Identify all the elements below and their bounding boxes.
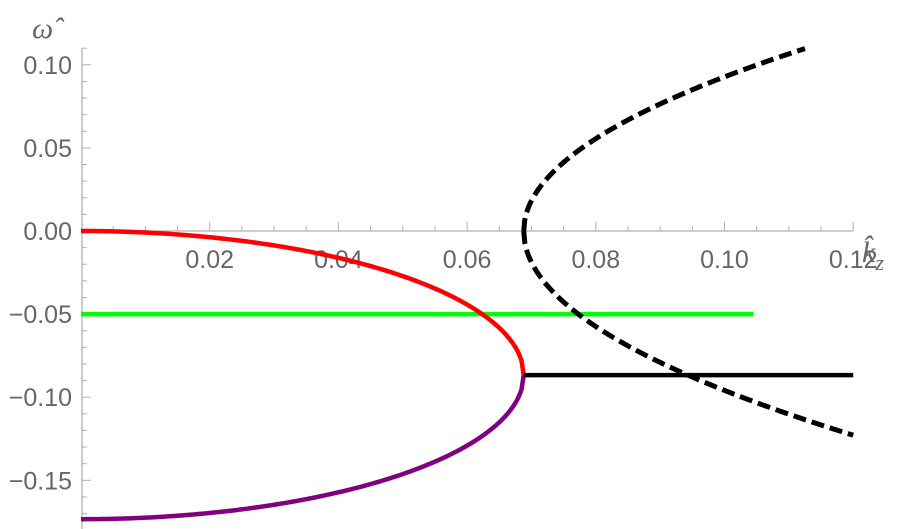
y-axis-label: ω̂ [32,12,65,45]
axes: 0.100.050.00−0.05−0.10−0.150.02 0.04 0.06 0… [9,47,878,529]
x-tick-label: 0.12 [829,246,878,274]
y-tick-label: 0.05 [23,135,72,163]
y-tick-label: −0.10 [9,384,72,412]
x-tick-label: 0.06 [443,246,492,274]
series-dashed-upper [521,46,807,232]
x-axis-label: k̂z [862,235,884,275]
y-tick-label: −0.05 [9,301,72,329]
x-tick-label: 0.08 [571,246,620,274]
series-red-branch [80,228,526,376]
x-tick-label: 0.10 [700,246,749,274]
y-tick-label: −0.15 [9,467,72,495]
x-tick-label: 0.02 [185,246,234,274]
series-purple-branch [80,374,526,522]
y-tick-label: 0.00 [23,218,72,246]
series-dashed-lower [521,230,855,438]
plot-area [80,46,855,522]
y-tick-label: 0.10 [23,52,72,80]
